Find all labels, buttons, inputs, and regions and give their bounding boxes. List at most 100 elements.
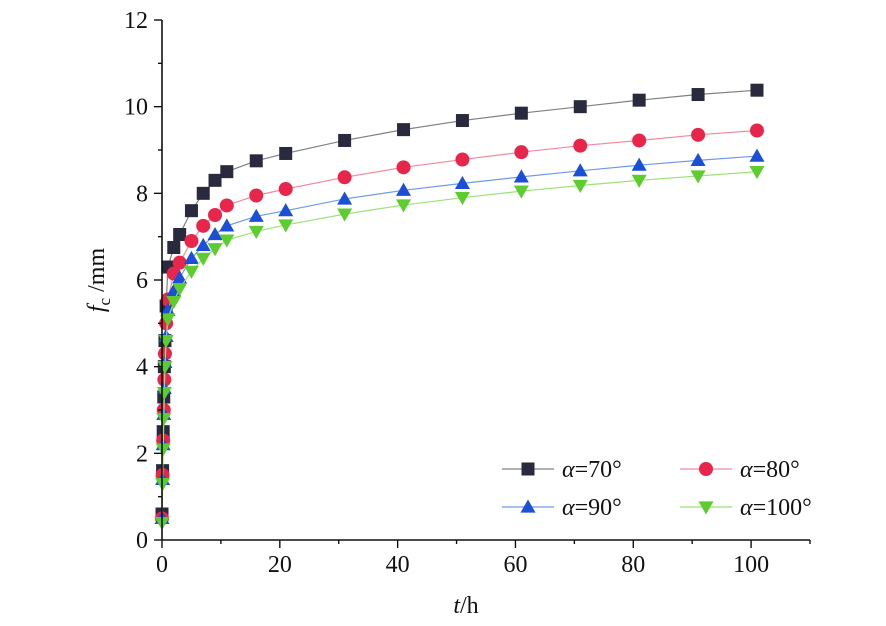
data-point — [248, 225, 264, 239]
y-tick-label: 6 — [136, 268, 148, 294]
data-point — [691, 127, 706, 142]
data-point — [156, 387, 172, 401]
data-point — [160, 313, 176, 327]
y-tick-label: 4 — [136, 355, 148, 381]
legend-label: α=80° — [740, 457, 800, 483]
data-point — [183, 250, 199, 264]
data-point — [573, 138, 588, 153]
data-point — [337, 208, 353, 222]
data-point — [172, 270, 188, 284]
data-point — [749, 123, 764, 138]
data-point — [396, 199, 412, 213]
legend-item: α=100° — [680, 495, 812, 521]
data-point — [632, 133, 647, 148]
data-point — [219, 218, 235, 232]
y-tick-label: 2 — [136, 441, 148, 467]
y-tick-label: 8 — [136, 181, 148, 207]
y-axis-title: fc /mm — [84, 248, 114, 313]
series-3 — [154, 148, 765, 524]
data-point — [172, 255, 187, 270]
series-4 — [154, 166, 765, 531]
data-point — [631, 157, 647, 171]
data-point — [338, 133, 352, 147]
data-point — [396, 182, 412, 196]
data-point — [166, 296, 182, 310]
data-point — [157, 361, 173, 375]
legend-marker — [521, 462, 535, 476]
data-point — [160, 302, 176, 316]
data-point — [207, 243, 223, 257]
data-point — [572, 163, 588, 177]
data-point — [278, 182, 293, 196]
axes: 0 20 40 60 80 100 0 2 4 6 8 10 12 — [124, 8, 811, 578]
data-point — [173, 228, 187, 241]
data-point — [278, 203, 294, 217]
data-point — [455, 114, 469, 128]
data-point — [207, 227, 223, 241]
legend-label: α=90° — [562, 495, 622, 521]
series-1 — [155, 83, 764, 521]
data-point — [196, 218, 211, 233]
legend-label: α=70° — [562, 457, 622, 483]
data-point — [248, 208, 264, 222]
data-point — [279, 146, 293, 160]
series-line — [161, 155, 758, 519]
data-point — [631, 174, 647, 188]
legend-item: α=90° — [502, 495, 622, 521]
data-point — [278, 219, 294, 233]
data-point — [632, 93, 646, 107]
plot-area — [154, 83, 765, 531]
data-point — [514, 145, 529, 160]
data-point — [572, 179, 588, 194]
data-point — [455, 152, 470, 167]
x-tick-label: 20 — [268, 552, 292, 578]
legend-marker — [698, 501, 714, 515]
data-point — [750, 83, 764, 97]
data-point — [249, 154, 263, 168]
data-point — [454, 192, 470, 206]
data-point — [183, 265, 199, 279]
legend-item: α=70° — [502, 457, 622, 483]
legend-marker — [520, 499, 536, 513]
y-tick-label: 10 — [124, 95, 148, 121]
data-point — [513, 185, 529, 199]
x-tick-label: 0 — [156, 552, 168, 578]
data-point — [156, 413, 172, 427]
data-point — [208, 173, 222, 187]
x-axis-title: t/h — [453, 593, 478, 619]
data-point — [184, 234, 199, 248]
data-point — [396, 160, 411, 175]
x-tick-label: 60 — [503, 552, 527, 578]
y-tick-label: 12 — [124, 8, 148, 34]
y-tick-label: 0 — [136, 528, 148, 554]
legend-item: α=80° — [680, 457, 800, 483]
data-point — [172, 283, 188, 297]
data-point — [749, 148, 765, 162]
data-point — [195, 252, 211, 266]
data-point — [184, 204, 198, 218]
data-point — [337, 170, 352, 185]
data-point — [219, 234, 235, 248]
data-point — [337, 191, 353, 205]
series-2 — [155, 123, 764, 526]
data-point — [195, 237, 211, 251]
data-point — [513, 169, 529, 183]
data-point — [208, 208, 223, 222]
data-point — [454, 175, 470, 189]
legend-marker — [699, 462, 713, 476]
x-tick-label: 40 — [386, 552, 410, 578]
data-point — [690, 152, 706, 167]
data-point — [155, 443, 171, 457]
data-point — [167, 241, 181, 254]
legend-label: α=100° — [740, 495, 812, 521]
data-point — [573, 100, 587, 114]
x-tick-label: 100 — [733, 552, 769, 578]
data-point — [691, 88, 705, 102]
x-tick-label: 80 — [621, 552, 645, 578]
data-point — [690, 170, 706, 184]
legend: α=70° α=80° α=90° α=100° — [502, 457, 812, 521]
data-point — [397, 123, 411, 137]
series-line — [161, 171, 758, 523]
data-point — [514, 106, 528, 120]
